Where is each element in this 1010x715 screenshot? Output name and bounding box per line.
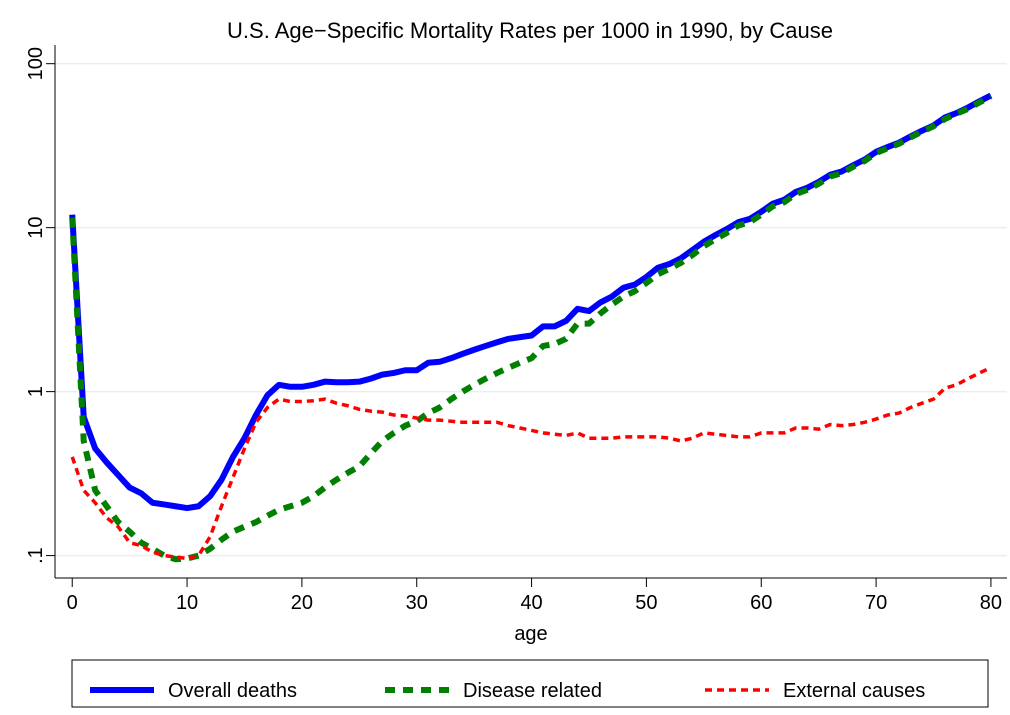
y-tick-label: 100 xyxy=(25,47,47,80)
x-tick-label: 80 xyxy=(980,592,1002,614)
y-tick-label: .1 xyxy=(25,547,47,564)
series-line xyxy=(70,366,992,561)
y-tick-label: 1 xyxy=(25,386,47,397)
y-tick-label: 10 xyxy=(25,217,47,239)
legend-label: External causes xyxy=(783,680,925,702)
x-tick-label: 20 xyxy=(291,592,313,614)
x-tick-label: 30 xyxy=(406,592,428,614)
legend-box xyxy=(71,659,989,708)
x-tick-label: 60 xyxy=(750,592,772,614)
chart-title: U.S. Age−Specific Mortality Rates per 10… xyxy=(227,18,833,43)
legend-label: Disease related xyxy=(463,680,602,702)
x-axis-label: age xyxy=(514,623,547,645)
x-tick-label: 40 xyxy=(520,592,542,614)
x-tick-label: 0 xyxy=(67,592,78,614)
x-tick-label: 50 xyxy=(635,592,657,614)
legend-label: Overall deaths xyxy=(168,680,297,702)
x-tick-label: 10 xyxy=(176,592,198,614)
series-line xyxy=(69,93,993,563)
x-tick-label: 70 xyxy=(865,592,887,614)
